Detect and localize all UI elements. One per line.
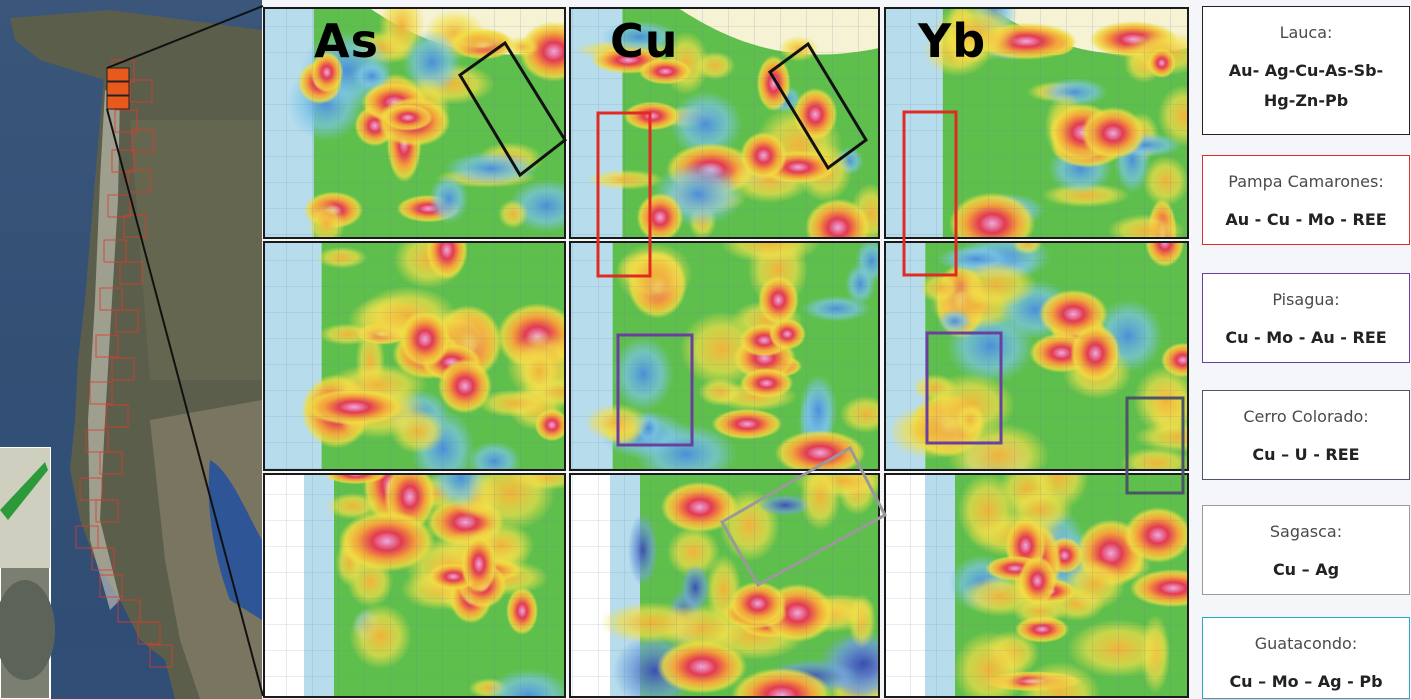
field-photo-inset <box>0 447 55 699</box>
legend-pampa-camarones-name: Pampa Camarones: <box>1228 172 1384 191</box>
legend-guatacondo-elements: Cu – Mo – Ag - Pb <box>1229 672 1383 691</box>
legend-guatacondo: Guatacondo: Cu – Mo – Ag - Pb <box>1202 617 1410 699</box>
pisagua-box-yb <box>925 331 1003 445</box>
legend-pampa-camarones: Pampa Camarones: Au - Cu - Mo - REE <box>1202 155 1410 245</box>
legend-cerro-colorado: Cerro Colorado: Cu – U - REE <box>1202 390 1410 480</box>
panel-title-as: As <box>314 14 379 68</box>
legend-cerro-colorado-elements: Cu – U - REE <box>1252 445 1360 464</box>
legend-lauca: Lauca: Au- Ag-Cu-As-Sb-Hg-Zn-Pb <box>1202 6 1410 135</box>
pisagua-box-cu <box>616 333 694 447</box>
sagasca-box-cu <box>719 445 888 588</box>
satellite-overview-map <box>0 0 264 699</box>
legend-guatacondo-name: Guatacondo: <box>1254 634 1358 653</box>
legend-sagasca-elements: Cu – Ag <box>1272 560 1340 579</box>
anomaly-map-as-2 <box>263 241 566 471</box>
pampa-camarones-box-yb <box>902 110 958 277</box>
anomaly-map-as-1 <box>263 7 566 239</box>
pampa-camarones-box-cu <box>596 111 652 278</box>
legend-pisagua-name: Pisagua: <box>1272 290 1340 309</box>
legend-lauca-elements: Au- Ag-Cu-As-Sb-Hg-Zn-Pb <box>1228 61 1384 110</box>
anomaly-map-cu-3 <box>569 473 880 698</box>
legend-pisagua: Pisagua: Cu - Mo - Au - REE <box>1202 273 1410 363</box>
anomaly-map-cu-1 <box>569 7 880 239</box>
legend-pampa-camarones-elements: Au - Cu - Mo - REE <box>1225 210 1387 229</box>
lauca-box-as <box>457 40 567 178</box>
anomaly-map-yb-1 <box>884 7 1189 239</box>
legend-cerro-colorado-name: Cerro Colorado: <box>1243 407 1369 426</box>
cerro-colorado-box-yb <box>1125 396 1185 495</box>
legend-lauca-name: Lauca: <box>1279 23 1333 42</box>
anomaly-map-yb-2 <box>884 241 1189 471</box>
lauca-box-cu <box>768 41 868 171</box>
panel-title-yb: Yb <box>918 14 987 68</box>
legend-sagasca: Sagasca: Cu – Ag <box>1202 505 1410 595</box>
anomaly-map-cu-2 <box>569 241 880 471</box>
anomaly-map-yb-3 <box>884 473 1189 698</box>
panel-title-cu: Cu <box>610 14 679 68</box>
legend-pisagua-elements: Cu - Mo - Au - REE <box>1225 328 1387 347</box>
legend-sagasca-name: Sagasca: <box>1269 522 1343 541</box>
anomaly-map-as-3 <box>263 473 566 698</box>
